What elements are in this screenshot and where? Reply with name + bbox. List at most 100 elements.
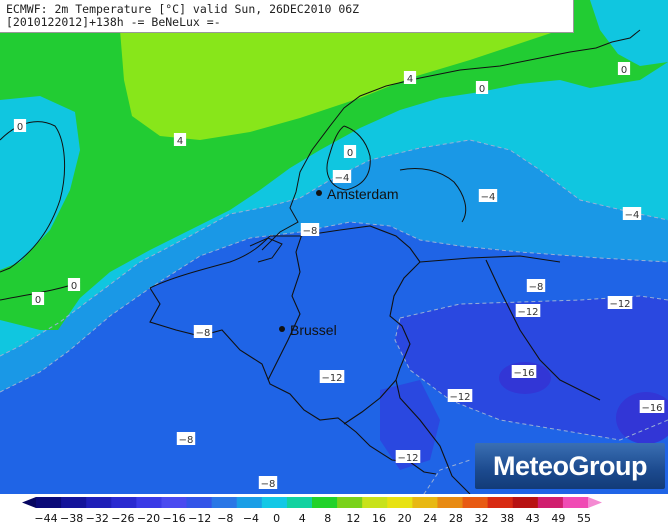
isotherm-label: −8 bbox=[261, 479, 276, 490]
colorbar-right-arrow bbox=[588, 497, 602, 508]
colorbar-tick-label: −8 bbox=[217, 512, 233, 525]
temperature-map: 4 4 0 0 0 −4 −4 −4 −8 −8 −8 −8 −8 −12 −12 −12 −12 −12 −16 −… bbox=[0, 0, 668, 494]
colorbar-swatch bbox=[61, 497, 87, 508]
colorbar-tick-label: 38 bbox=[500, 512, 514, 525]
isotherm-label-box bbox=[526, 279, 546, 292]
colorbar-swatch bbox=[261, 497, 288, 508]
isotherm-label: −16 bbox=[513, 368, 534, 379]
colorbar-swatch bbox=[211, 497, 238, 508]
isotherm-label-box bbox=[173, 133, 187, 146]
isotherm-label-box bbox=[622, 207, 642, 220]
isotherm-labels: 4 4 0 0 0 −4 −4 −4 −8 −8 −8 −8 −8 −12 −12 −12 −12 −12 −16 −… bbox=[13, 62, 665, 490]
colorbar-swatch bbox=[186, 497, 213, 508]
zone-4-8 bbox=[120, 30, 560, 140]
color-scale: −44 −38 −32 −26 −20 −16 −12 −8 −4 0 4 8 12 16 20 24 28 32… bbox=[0, 494, 668, 526]
isotherm-label: 0 bbox=[347, 148, 353, 159]
city-label: Amsterdam bbox=[327, 186, 399, 202]
isotherm-lines bbox=[0, 139, 668, 494]
isotherm-label: −12 bbox=[609, 299, 630, 310]
isotherm-label-box bbox=[515, 304, 541, 317]
map-title: ECMWF: 2m Temperature [°C] valid Sun, 26… bbox=[6, 2, 360, 16]
isotherm-label: 4 bbox=[407, 74, 413, 85]
isotherm-label-box bbox=[332, 170, 352, 183]
colorbar-tick-label: 20 bbox=[398, 512, 412, 525]
colorbar-swatch bbox=[286, 497, 313, 508]
colorbar-tick-label: −12 bbox=[188, 512, 211, 525]
isotherm-label: 0 bbox=[71, 281, 77, 292]
colorbar-swatch bbox=[512, 497, 539, 508]
colorbar-swatch bbox=[437, 497, 464, 508]
isotherm-label: −4 bbox=[335, 173, 350, 184]
colorbar: −44 −38 −32 −26 −20 −16 −12 −8 −4 0 4 8 12 16 20 24 28 32… bbox=[22, 497, 602, 525]
city-marker bbox=[316, 190, 322, 196]
isotherm-label: −12 bbox=[517, 307, 538, 318]
isotherm-label-box bbox=[639, 400, 665, 413]
zone-m4-0 bbox=[590, 0, 668, 66]
zone-m4-0 bbox=[0, 96, 80, 270]
isotherm-label-box bbox=[511, 365, 537, 378]
colorbar-tick-label: 49 bbox=[551, 512, 565, 525]
colorbar-swatch bbox=[236, 497, 263, 508]
isotherm-label-box bbox=[617, 62, 631, 75]
city-amsterdam: Amsterdam bbox=[316, 186, 399, 202]
colorbar-tick-label: −32 bbox=[86, 512, 109, 525]
colorbar-tick-label: 43 bbox=[526, 512, 540, 525]
meteogroup-logo: MeteoGroup bbox=[475, 443, 665, 489]
colorbar-tick-label: −20 bbox=[137, 512, 160, 525]
colorbar-left-arrow bbox=[22, 497, 36, 508]
colorbar-swatch bbox=[562, 497, 589, 508]
colorbar-tick-label: 12 bbox=[346, 512, 360, 525]
colorbar-tick-label: −4 bbox=[243, 512, 259, 525]
city-brussel: Brussel bbox=[279, 322, 337, 338]
colorbar-swatch bbox=[387, 497, 413, 508]
colorbar-tick-label: 16 bbox=[372, 512, 386, 525]
colorbar-swatch bbox=[312, 497, 338, 508]
colorbar-tick-label: 24 bbox=[423, 512, 437, 525]
isotherm-label: 4 bbox=[177, 136, 183, 147]
colorbar-tick-label: 8 bbox=[324, 512, 331, 525]
isotherm-label: −4 bbox=[625, 210, 640, 221]
colorbar-swatch bbox=[36, 497, 62, 508]
colorbar-tick-label: −44 bbox=[34, 512, 57, 525]
logo-text: MeteoGroup bbox=[493, 451, 648, 481]
isotherm-label-box bbox=[31, 292, 45, 305]
colorbar-swatch bbox=[412, 497, 438, 508]
colorbar-tick-label: −26 bbox=[111, 512, 134, 525]
colorbar-tick-label: 55 bbox=[577, 512, 591, 525]
isotherm-label-box bbox=[319, 370, 345, 383]
isotherm-label-box bbox=[403, 71, 417, 84]
isotherm-label: −4 bbox=[481, 192, 496, 203]
isotherm-label: −12 bbox=[449, 392, 470, 403]
colorbar-tick-label: −16 bbox=[162, 512, 185, 525]
isotherm-label-box bbox=[395, 450, 421, 463]
isotherm-label-box bbox=[343, 145, 357, 158]
isotherm-label: −16 bbox=[641, 403, 662, 414]
colorbar-swatch bbox=[487, 497, 514, 508]
colorbar-swatch bbox=[362, 497, 388, 508]
isotherm-label: 0 bbox=[621, 65, 627, 76]
isotherm-label: −8 bbox=[303, 226, 318, 237]
colorbar-tick-label: 4 bbox=[299, 512, 306, 525]
coastlines bbox=[0, 29, 641, 301]
colorbar-tick-label: 32 bbox=[475, 512, 489, 525]
colorbar-tick-label: 0 bbox=[273, 512, 280, 525]
isotherm-label-box bbox=[607, 296, 633, 309]
city-label: Brussel bbox=[290, 322, 337, 338]
colorbar-swatch bbox=[462, 497, 489, 508]
colorbar-swatch bbox=[136, 497, 162, 508]
isotherm-label-box bbox=[258, 476, 278, 489]
colorbar-tick-label: 28 bbox=[449, 512, 463, 525]
borders bbox=[149, 225, 601, 494]
isotherm-label-box bbox=[447, 389, 473, 402]
isotherm-label-box bbox=[67, 278, 81, 291]
city-marker bbox=[279, 326, 285, 332]
isotherm-label-box bbox=[193, 325, 213, 338]
isotherm-label: 0 bbox=[479, 84, 485, 95]
map-subtitle: [2010122012]+138h -= BeNeLux =- bbox=[6, 15, 221, 29]
isotherm-label-box bbox=[176, 432, 196, 445]
isotherm-label-box bbox=[475, 81, 489, 94]
zone-m16-m12 bbox=[380, 380, 440, 470]
isotherm-label: −12 bbox=[321, 373, 342, 384]
isotherm-label: 0 bbox=[17, 122, 23, 133]
